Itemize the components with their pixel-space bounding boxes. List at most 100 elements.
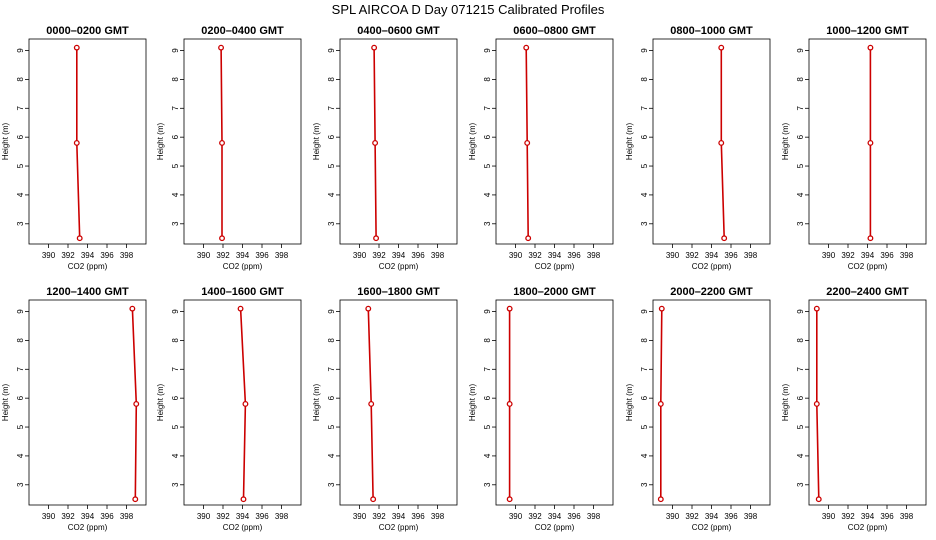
x-tick-label: 392 <box>216 251 230 260</box>
co2-data-point <box>242 400 249 407</box>
co2-data-point <box>718 139 725 146</box>
y-axis-label: Height (m) <box>312 122 321 160</box>
y-tick-label: 5 <box>483 424 492 429</box>
y-axis: 3 4 5 6 7 8 9 Height (m) <box>781 48 809 226</box>
x-tick-label: 392 <box>685 251 699 260</box>
y-tick-label: 6 <box>796 395 805 400</box>
x-tick-label: 390 <box>822 512 836 521</box>
plot-frame <box>495 299 614 506</box>
x-tick-label: 394 <box>705 251 719 260</box>
co2-data-point <box>813 400 820 407</box>
x-tick-label: 392 <box>528 251 542 260</box>
y-tick-label: 7 <box>640 106 649 111</box>
co2-data-point <box>523 44 530 51</box>
x-tick-label: 398 <box>900 512 914 521</box>
x-tick-label: 390 <box>197 512 211 521</box>
y-axis: 3 4 5 6 7 8 9 Height (m) <box>781 309 809 487</box>
y-tick-label: 5 <box>327 163 336 168</box>
y-tick-label: 9 <box>640 48 649 53</box>
y-tick-label: 7 <box>640 367 649 372</box>
y-tick-label: 4 <box>171 453 180 458</box>
y-tick-label: 5 <box>640 424 649 429</box>
x-tick-label: 392 <box>61 512 75 521</box>
x-tick-label: 398 <box>431 251 445 260</box>
x-tick-label: 396 <box>880 251 894 260</box>
x-tick-label: 398 <box>275 512 289 521</box>
panel-title: 1600–1800 GMT <box>357 286 440 298</box>
y-tick-label: 4 <box>171 192 180 197</box>
x-axis: 390 392 394 396 398 CO2 (ppm) <box>822 244 914 271</box>
y-tick-label: 4 <box>327 453 336 458</box>
y-tick-label: 7 <box>796 367 805 372</box>
x-axis: 390 392 394 396 398 CO2 (ppm) <box>42 244 134 271</box>
panel-title: 1800–2000 GMT <box>513 286 596 298</box>
x-axis: 390 392 394 396 398 CO2 (ppm) <box>353 505 445 532</box>
y-tick-label: 4 <box>16 192 25 197</box>
y-tick-label: 7 <box>171 106 180 111</box>
profile-panel: 2000–2200 GMT 390 392 394 396 398 CO2 (ppm) 3 4 5… <box>625 286 771 532</box>
x-tick-label: 396 <box>255 512 269 521</box>
y-tick-label: 8 <box>171 338 180 343</box>
x-tick-label: 398 <box>587 512 601 521</box>
panel-title: 2200–2400 GMT <box>826 286 909 298</box>
y-tick-label: 6 <box>16 395 25 400</box>
y-tick-label: 8 <box>16 338 25 343</box>
y-tick-label: 4 <box>640 453 649 458</box>
profile-panel: 0200–0400 GMT 390 392 394 396 398 CO2 (ppm) 3 4 5… <box>156 25 302 271</box>
y-axis: 3 4 5 6 7 8 9 Height (m) <box>468 309 496 487</box>
y-tick-label: 5 <box>171 163 180 168</box>
co2-data-point <box>73 44 80 51</box>
x-tick-label: 392 <box>841 251 855 260</box>
x-tick-label: 398 <box>900 251 914 260</box>
y-tick-label: 9 <box>171 309 180 314</box>
panel-title: 0000–0200 GMT <box>46 25 129 37</box>
co2-data-point <box>658 305 665 312</box>
x-tick-label: 394 <box>236 512 250 521</box>
plot-frame <box>28 38 147 245</box>
panel-title: 0200–0400 GMT <box>201 25 284 37</box>
y-axis: 3 4 5 6 7 8 9 Height (m) <box>1 309 29 487</box>
co2-data-point <box>721 235 728 242</box>
y-tick-label: 3 <box>16 221 25 226</box>
y-tick-label: 5 <box>171 424 180 429</box>
x-axis-label: CO2 (ppm) <box>535 523 575 532</box>
co2-data-point <box>370 496 377 503</box>
x-tick-label: 392 <box>372 251 386 260</box>
profile-panel: 1800–2000 GMT 390 392 394 396 398 CO2 (ppm) 3 4 5… <box>468 286 614 532</box>
x-tick-label: 396 <box>255 251 269 260</box>
profile-panel: 0800–1000 GMT 390 392 394 396 398 CO2 (ppm) 3 4 5… <box>625 25 771 271</box>
x-axis-label: CO2 (ppm) <box>848 262 888 271</box>
y-tick-label: 7 <box>796 106 805 111</box>
co2-data-point <box>506 305 513 312</box>
y-tick-label: 8 <box>483 338 492 343</box>
x-tick-label: 396 <box>567 512 581 521</box>
y-axis-label: Height (m) <box>1 122 10 160</box>
y-tick-label: 4 <box>796 192 805 197</box>
y-tick-label: 3 <box>640 221 649 226</box>
y-axis-label: Height (m) <box>468 383 477 421</box>
profile-panel: 1600–1800 GMT 390 392 394 396 398 CO2 (ppm) 3 4 5… <box>312 286 458 532</box>
x-axis: 390 392 394 396 398 CO2 (ppm) <box>666 244 758 271</box>
y-axis-label: Height (m) <box>312 383 321 421</box>
y-tick-label: 3 <box>483 221 492 226</box>
co2-data-point <box>371 44 378 51</box>
y-axis: 3 4 5 6 7 8 9 Height (m) <box>468 48 496 226</box>
y-tick-label: 4 <box>327 192 336 197</box>
y-tick-label: 4 <box>796 453 805 458</box>
x-tick-label: 394 <box>392 251 406 260</box>
x-axis: 390 392 394 396 398 CO2 (ppm) <box>822 505 914 532</box>
y-tick-label: 6 <box>640 395 649 400</box>
y-tick-label: 5 <box>16 163 25 168</box>
y-tick-label: 9 <box>16 309 25 314</box>
y-tick-label: 6 <box>16 134 25 139</box>
y-tick-label: 4 <box>483 192 492 197</box>
x-tick-label: 392 <box>61 251 75 260</box>
y-tick-label: 5 <box>640 163 649 168</box>
y-tick-label: 3 <box>327 221 336 226</box>
y-tick-label: 9 <box>327 48 336 53</box>
y-tick-label: 8 <box>796 338 805 343</box>
x-axis-label: CO2 (ppm) <box>68 523 108 532</box>
x-axis-label: CO2 (ppm) <box>692 523 732 532</box>
co2-data-point <box>237 305 244 312</box>
